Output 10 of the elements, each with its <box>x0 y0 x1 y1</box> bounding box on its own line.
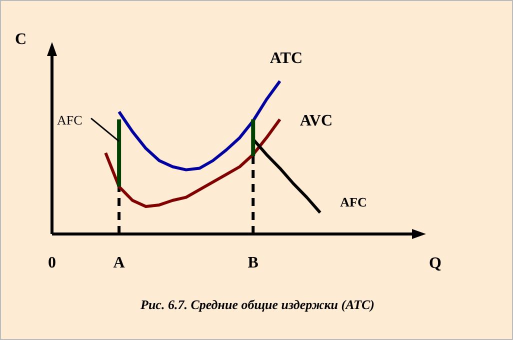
x-tick-label: A <box>113 254 126 272</box>
x-axis-title: Q <box>429 255 442 272</box>
annotation: AFC <box>57 112 82 128</box>
x-tick-label: B <box>248 254 259 272</box>
series-label: AVC <box>300 112 333 130</box>
x-tick-label: 0 <box>48 254 56 272</box>
y-axis-title: C <box>15 31 27 48</box>
series-label: AFC <box>340 194 367 210</box>
text: Рис. 6.7. Средние общие издержки (ATC) <box>140 297 374 312</box>
series-label: ATC <box>270 50 303 68</box>
